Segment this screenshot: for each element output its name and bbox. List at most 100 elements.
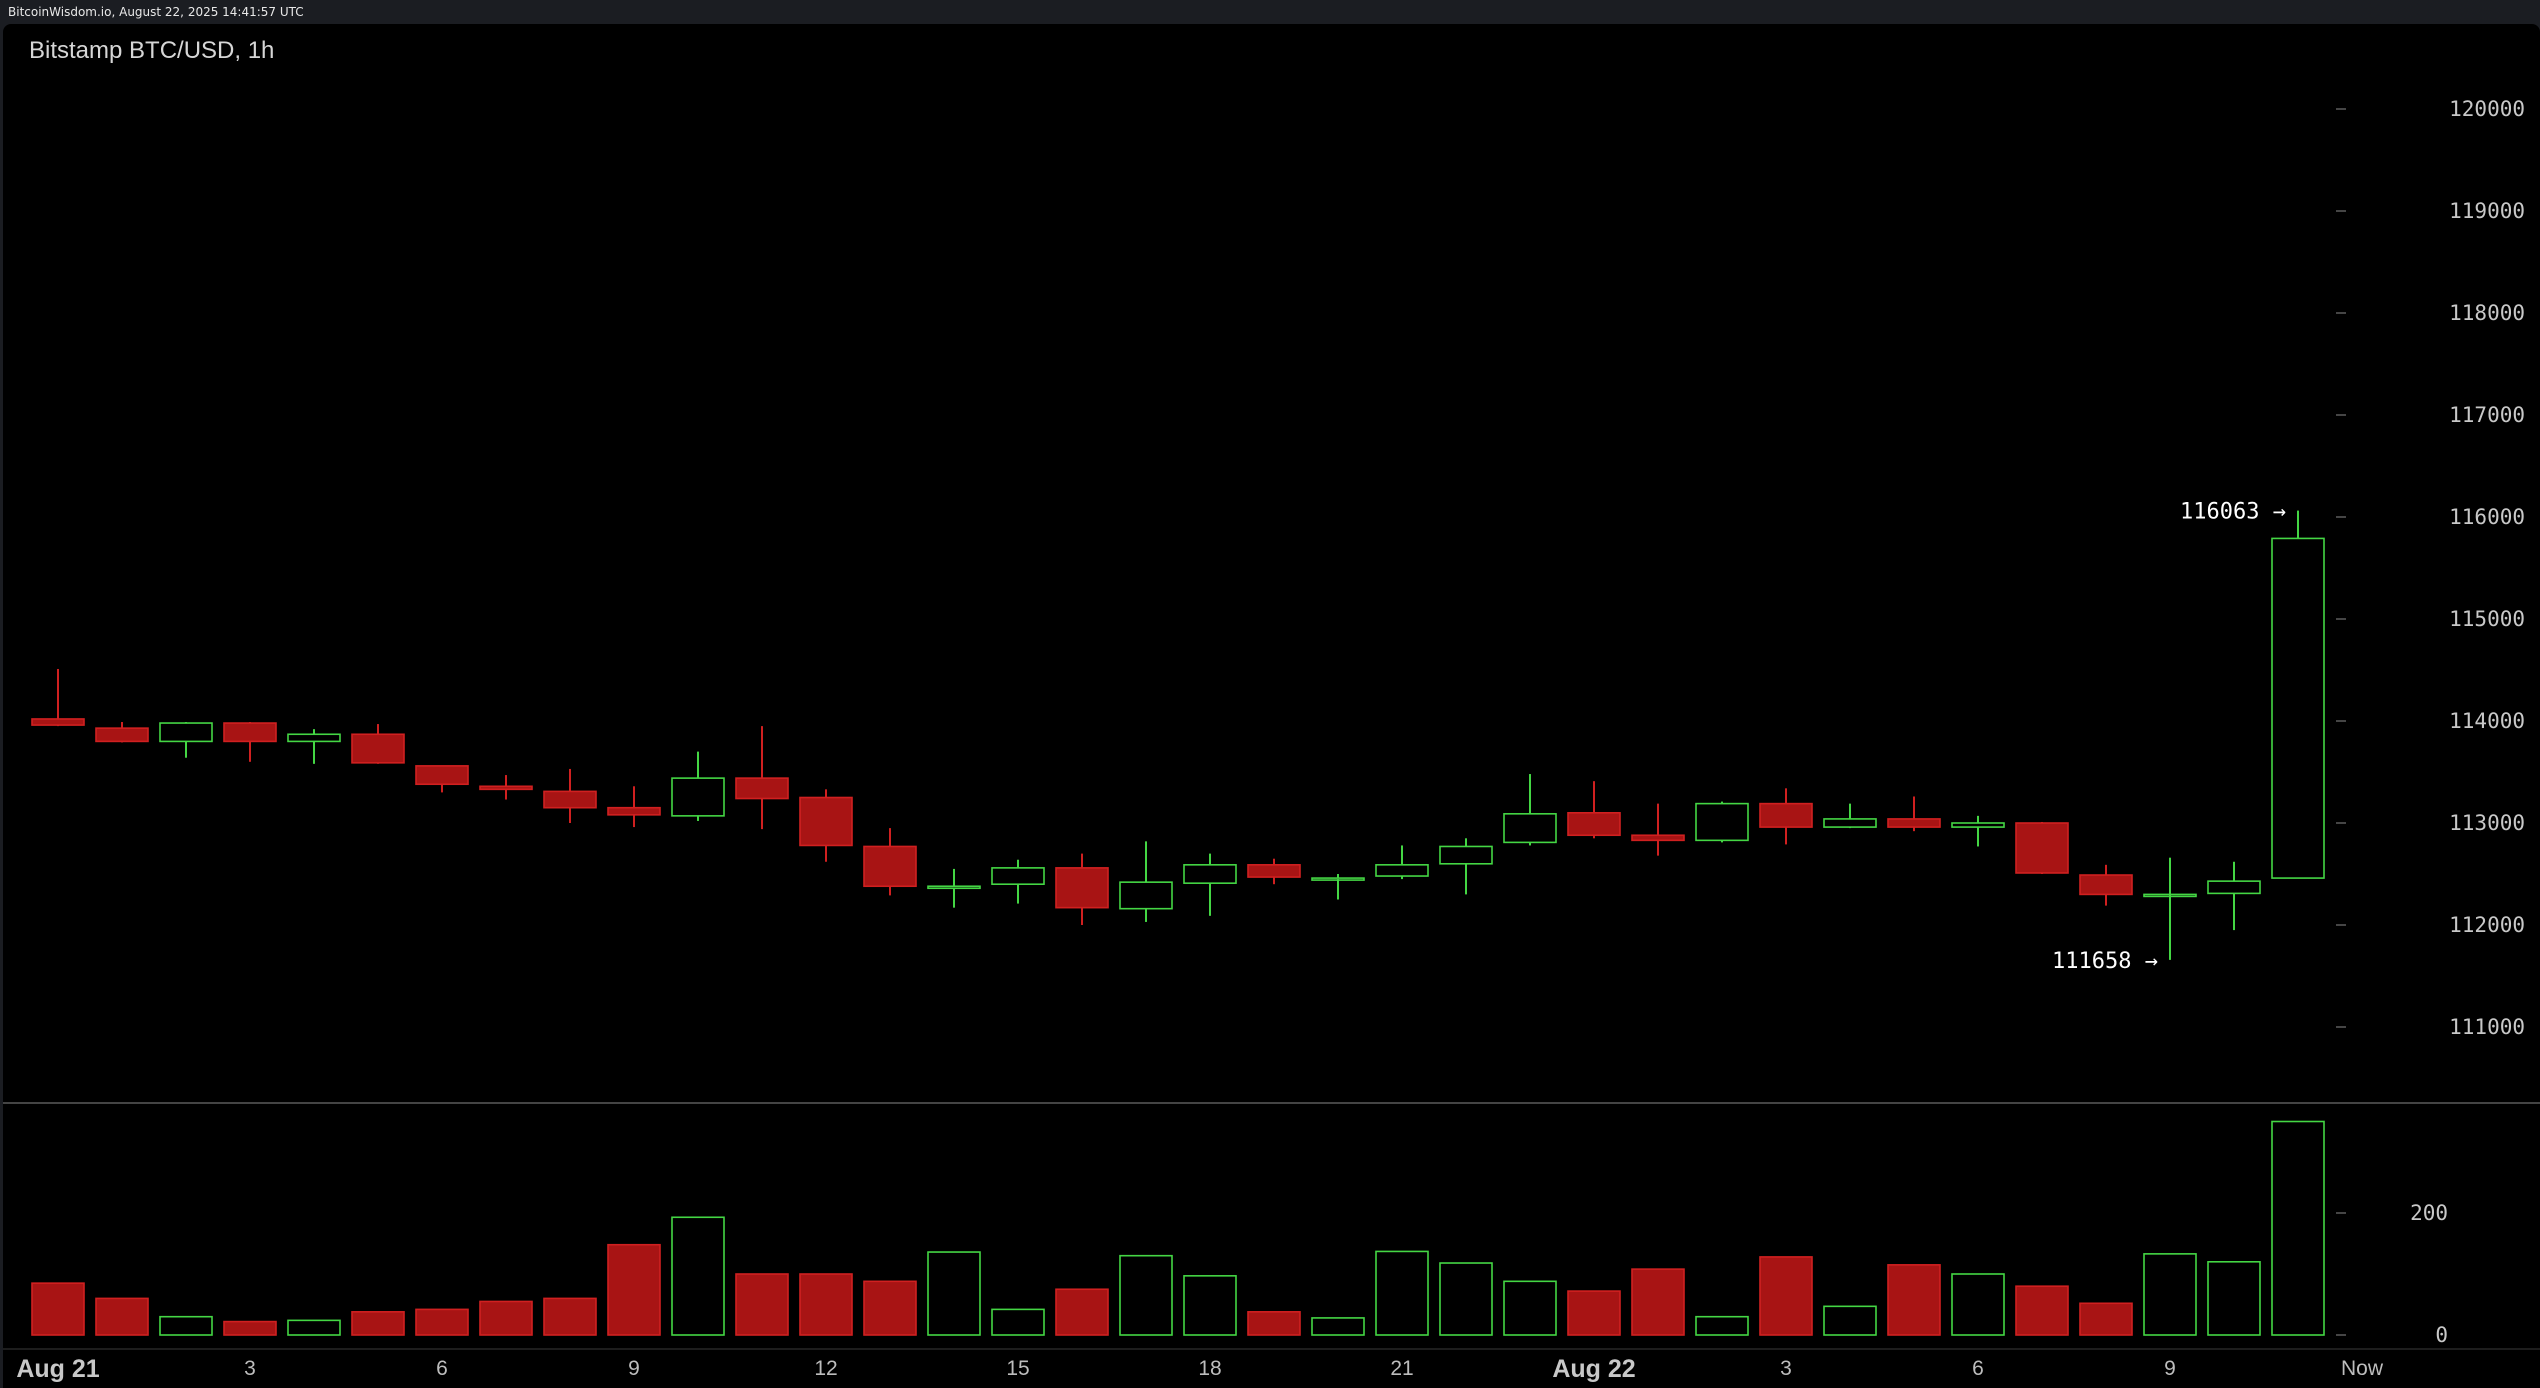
candle — [2207, 861, 2261, 931]
volume-bar — [863, 1280, 917, 1336]
volume-bar — [2079, 1302, 2133, 1336]
time-tick-label: 3 — [244, 1357, 256, 1380]
volume-bar — [927, 1251, 981, 1336]
price-tick-label: 115000 — [2449, 607, 2525, 631]
candle-body — [1247, 864, 1301, 878]
price-tick-label: 113000 — [2449, 811, 2525, 835]
candle-body — [95, 727, 149, 743]
candle-body — [1311, 877, 1365, 881]
volume-bar — [799, 1273, 853, 1336]
time-tick-label: Aug 21 — [16, 1355, 99, 1383]
candle-body — [543, 790, 597, 809]
candle-body — [671, 777, 725, 817]
candle — [2271, 510, 2325, 879]
candle-body — [1567, 811, 1621, 837]
volume-bar — [735, 1273, 789, 1336]
candle-body — [2079, 874, 2133, 896]
candle-body — [287, 733, 341, 743]
price-tick-label: 112000 — [2449, 913, 2525, 937]
candle-body — [607, 806, 661, 816]
volume-bar — [1375, 1250, 1429, 1336]
volume-bar — [415, 1308, 469, 1336]
volume-bar — [351, 1311, 405, 1336]
candle-body — [415, 765, 469, 786]
price-tick-label: 114000 — [2449, 709, 2525, 733]
candle — [1759, 788, 1813, 845]
volume-bars-layer — [31, 1120, 2325, 1336]
candle-body — [31, 718, 85, 726]
candle-body — [1503, 813, 1557, 844]
volume-tick-label: 0 — [2435, 1323, 2448, 1347]
candle-body — [1823, 818, 1877, 828]
time-tick-label: 6 — [436, 1357, 448, 1380]
volume-bar — [1695, 1315, 1749, 1336]
candle — [415, 765, 469, 793]
candle — [223, 722, 277, 762]
volume-bar — [2143, 1253, 2197, 1336]
candle — [95, 722, 149, 743]
candle — [1951, 815, 2005, 847]
candle — [543, 768, 597, 823]
candle — [351, 724, 405, 764]
volume-bar — [223, 1320, 277, 1336]
candle — [1631, 803, 1685, 856]
candle — [1567, 781, 1621, 839]
volume-bar — [95, 1297, 149, 1336]
candle — [671, 751, 725, 821]
price-tick-label: 117000 — [2449, 403, 2525, 427]
candle — [863, 828, 917, 896]
candle — [31, 668, 85, 727]
price-annotation: 116063 → — [2180, 500, 2286, 525]
time-tick-label: 3 — [1780, 1357, 1792, 1380]
volume-bar — [1951, 1273, 2005, 1336]
price-tick-label: 120000 — [2449, 97, 2525, 121]
candle-body — [351, 733, 405, 764]
header-text: BitcoinWisdom.io, August 22, 2025 14:41:… — [8, 5, 304, 19]
candle-body — [1887, 818, 1941, 828]
volume-bar — [2271, 1120, 2325, 1336]
time-tick-label: 12 — [814, 1357, 837, 1380]
time-tick-label: Now — [2341, 1357, 2384, 1380]
candle-body — [927, 885, 981, 890]
volume-bar — [1183, 1275, 1237, 1336]
candle-body — [1119, 881, 1173, 910]
candle — [2143, 857, 2197, 960]
time-tick-label: 9 — [628, 1357, 640, 1380]
volume-bar — [159, 1315, 213, 1336]
candle — [927, 868, 981, 908]
candle-body — [1183, 864, 1237, 884]
candle — [991, 859, 1045, 904]
volume-bar — [1311, 1317, 1365, 1336]
time-tick-label: 9 — [2164, 1357, 2176, 1380]
candle — [1183, 853, 1237, 916]
candle-body — [1695, 802, 1749, 842]
chart-title: Bitstamp BTC/USD, 1h — [29, 37, 275, 64]
candle — [1311, 874, 1365, 900]
volume-bar — [1247, 1311, 1301, 1336]
candle — [1503, 774, 1557, 846]
volume-bar — [2015, 1285, 2069, 1336]
candle-body — [2143, 893, 2197, 898]
annotations-layer: 116063 → 111658 → — [2052, 500, 2286, 974]
volume-bar — [1759, 1256, 1813, 1336]
volume-bar — [1567, 1290, 1621, 1336]
volume-bar — [1631, 1268, 1685, 1336]
candle — [1439, 838, 1493, 895]
volume-tick-label: 200 — [2410, 1201, 2448, 1225]
candle-body — [2207, 880, 2261, 895]
candle — [1247, 858, 1301, 885]
volume-bar — [287, 1319, 341, 1336]
candle-body — [223, 722, 277, 743]
time-tick-label: 15 — [1006, 1357, 1029, 1380]
candle-body — [735, 777, 789, 800]
candle — [1887, 796, 1941, 832]
time-tick-label: 6 — [1972, 1357, 1984, 1380]
candle — [1375, 845, 1429, 880]
candle-body — [799, 796, 853, 847]
candle — [799, 789, 853, 862]
candle — [287, 729, 341, 764]
volume-bar — [479, 1300, 533, 1336]
price-tick-label: 111000 — [2449, 1015, 2525, 1039]
candle-body — [1951, 822, 2005, 828]
